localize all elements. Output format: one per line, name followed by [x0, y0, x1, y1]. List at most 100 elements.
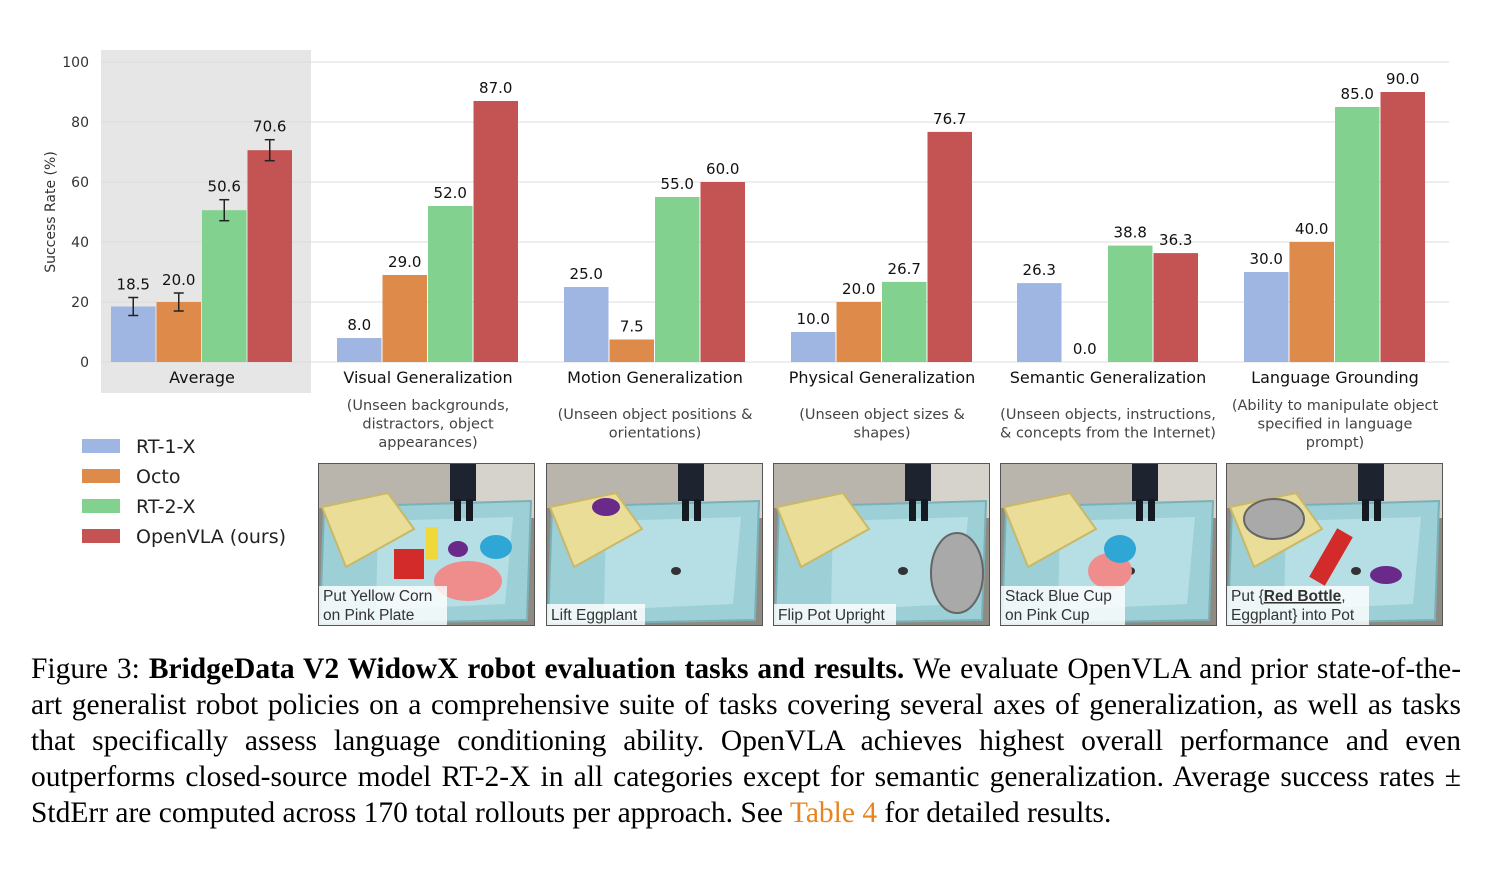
- bar-value-label: 85.0: [1341, 85, 1374, 103]
- y-tick-label: 0: [80, 355, 89, 371]
- robot-finger: [454, 499, 461, 521]
- bar-value-label: 38.8: [1114, 224, 1147, 242]
- bar: [1153, 253, 1198, 362]
- thumbnail-border: [318, 463, 535, 626]
- thumbnail-border: [1226, 463, 1443, 626]
- bar: [564, 287, 609, 362]
- y-axis-label: Success Rate (%): [43, 151, 59, 273]
- robot-finger: [694, 499, 701, 521]
- red-block: [394, 549, 424, 579]
- category-label: Language Grounding: [1251, 368, 1419, 387]
- category-description: (Unseen object sizes &: [799, 407, 965, 423]
- task-label-box: [1227, 586, 1369, 625]
- category-label: Semantic Generalization: [1010, 368, 1206, 387]
- bar-value-label: 26.7: [888, 260, 921, 278]
- category-description: (Unseen backgrounds,: [347, 398, 510, 414]
- sink-drain: [1351, 567, 1361, 575]
- y-tick-label: 80: [71, 115, 89, 131]
- y-tick-label: 20: [71, 295, 89, 311]
- caption-table-link[interactable]: Table 4: [789, 797, 878, 829]
- category-description: specified in language: [1258, 417, 1413, 433]
- category-description: & concepts from the Internet): [1000, 426, 1216, 442]
- legend-entry: Octo: [136, 466, 180, 488]
- robot-finger: [466, 499, 473, 521]
- bar-value-label: 30.0: [1250, 250, 1283, 268]
- bar-value-label: 55.0: [661, 175, 694, 193]
- robot-gripper: [450, 463, 476, 501]
- bar: [836, 302, 881, 362]
- red-bottle: [1309, 528, 1353, 586]
- dish-rack: [548, 491, 644, 569]
- bar: [1335, 107, 1380, 362]
- bar: [1289, 242, 1334, 362]
- legend-entry: RT-2-X: [136, 496, 196, 518]
- bar: [428, 206, 473, 362]
- task-thumbnail: Stack Blue Cup on Pink Cup: [1000, 463, 1217, 626]
- bar-value-label: 70.6: [253, 118, 286, 136]
- category-description: orientations): [609, 426, 702, 442]
- bar-value-label: 26.3: [1023, 261, 1056, 279]
- thumbnail-border: [546, 463, 763, 626]
- robot-gripper: [678, 463, 704, 501]
- legend-swatch: [82, 439, 120, 453]
- pink-plate: [434, 561, 502, 601]
- bar-value-label: 10.0: [797, 310, 830, 328]
- metal-pot: [930, 532, 984, 614]
- bar-value-label: 7.5: [620, 318, 644, 336]
- dish-rack: [775, 491, 871, 569]
- bar-value-label: 29.0: [388, 253, 421, 271]
- task-label-box: [774, 604, 896, 625]
- robot-finger: [1148, 499, 1155, 521]
- robot-finger: [682, 499, 689, 521]
- bar: [1108, 245, 1153, 362]
- bar: [882, 281, 927, 362]
- caption-body-end: for detailed results.: [884, 797, 1112, 829]
- bar: [382, 275, 427, 362]
- robot-finger: [909, 499, 916, 521]
- bar: [473, 101, 518, 362]
- bar-value-label: 50.6: [208, 178, 241, 196]
- sink-drain: [671, 567, 681, 575]
- task-label: Stack Blue Cup: [1005, 588, 1112, 605]
- legend-swatch: [82, 469, 120, 483]
- bar: [1380, 92, 1425, 362]
- bar: [202, 210, 247, 362]
- bar-value-label: 52.0: [434, 184, 467, 202]
- legend: RT-1-X Octo RT-2-X OpenVLA (ours): [82, 436, 286, 548]
- robot-gripper: [1132, 463, 1158, 501]
- category-label: Visual Generalization: [343, 368, 512, 387]
- bar-value-label: 60.0: [706, 160, 739, 178]
- task-thumbnail: Put Yellow Corn on Pink Plate: [318, 463, 535, 626]
- robot-finger: [1136, 499, 1143, 521]
- legend-swatch: [82, 529, 120, 543]
- yellow-corn: [426, 527, 438, 559]
- task-label: Flip Pot Upright: [778, 607, 886, 624]
- caption-body: We evaluate OpenVLA and prior state-of-t…: [31, 653, 1462, 829]
- task-thumbnail: Flip Pot Upright: [773, 463, 990, 626]
- blue-cup: [480, 535, 512, 559]
- metal-pot: [1243, 498, 1305, 540]
- bar-value-label: 8.0: [347, 316, 371, 334]
- robot-finger: [1362, 499, 1369, 521]
- thumbnail-border: [1000, 463, 1217, 626]
- bar: [1244, 272, 1289, 362]
- bar-chart: 0 20 40 60 80 100 18.5 8.0 25.0 10.0 26.3 30.0 20.0…: [43, 50, 1449, 626]
- category-label: Average: [169, 368, 235, 387]
- bar: [655, 197, 700, 362]
- sink-drain: [898, 567, 908, 575]
- caption-title: BridgeData V2 WidowX robot evaluation ta…: [148, 653, 905, 685]
- bar-value-label: 36.3: [1159, 231, 1192, 249]
- bar-value-label: 25.0: [570, 265, 603, 283]
- task-label: on Pink Cup: [1005, 607, 1089, 624]
- task-thumbnail: Lift Eggplant: [546, 463, 763, 626]
- bar: [609, 339, 654, 362]
- sink-basin: [604, 517, 741, 610]
- bar-value-label: 18.5: [117, 276, 150, 294]
- category-description: shapes): [854, 426, 911, 442]
- category-description: (Unseen objects, instructions,: [1000, 407, 1216, 423]
- robot-gripper: [1358, 463, 1384, 501]
- robot-finger: [1374, 499, 1381, 521]
- task-label-box: [547, 604, 645, 625]
- caption-figure-number: Figure 3:: [31, 653, 140, 685]
- category-description: appearances): [378, 435, 477, 451]
